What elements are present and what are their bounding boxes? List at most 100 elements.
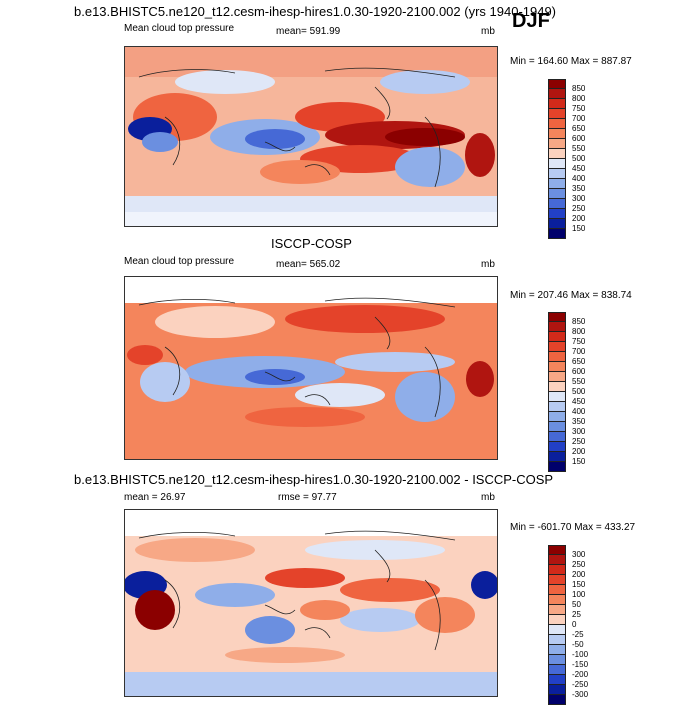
colorbar-swatch [548, 402, 566, 412]
colorbar-swatch [548, 109, 566, 119]
colorbar-swatch [548, 575, 566, 585]
colorbar-swatch [548, 442, 566, 452]
colorbar-swatch [548, 352, 566, 362]
colorbar-tick-label: 800 [572, 94, 586, 103]
colorbar-swatch [548, 635, 566, 645]
colorbar-tick-label: 250 [572, 560, 586, 569]
colorbar-tick-label: -250 [572, 680, 589, 689]
colorbar-tick-label: 500 [572, 154, 586, 163]
colorbar-swatch [548, 312, 566, 322]
colorbar-swatch [548, 412, 566, 422]
colorbar-swatch [548, 99, 566, 109]
colorbar-swatch [548, 342, 566, 352]
colorbar-tick-label: 150 [572, 224, 586, 233]
colorbar-tick-label: -100 [572, 650, 589, 659]
colorbar-swatch [548, 685, 566, 695]
colorbar-tick-label: -25 [572, 630, 584, 639]
colorbar-tick-label: -50 [572, 640, 584, 649]
panel-3-colorbar: 300 250 200 150 100 50 25 0 -25 -50 -100… [548, 545, 608, 705]
colorbar-tick-label: 700 [572, 347, 586, 356]
colorbar-tick-label: 850 [572, 84, 586, 93]
colorbar-tick-label: 200 [572, 570, 586, 579]
colorbar-swatch [548, 229, 566, 239]
colorbar-swatch [548, 615, 566, 625]
colorbar-tick-label: 550 [572, 144, 586, 153]
colorbar-swatch [548, 565, 566, 575]
colorbar-tick-label: 100 [572, 590, 586, 599]
panel-1-mean-label: mean= 591.99 [276, 26, 341, 37]
colorbar-tick-label: 650 [572, 124, 586, 133]
colorbar-tick-label: 500 [572, 387, 586, 396]
colorbar-swatch [548, 129, 566, 139]
panel-2-colorbar: 850 800 750 700 650 600 550 500 450 400 … [548, 312, 608, 472]
colorbar-tick-label: 300 [572, 194, 586, 203]
panel-2-unit-label: mb [481, 259, 495, 270]
colorbar-swatch [548, 432, 566, 442]
colorbar-tick-label: 0 [572, 620, 577, 629]
panel-3-map [124, 509, 498, 697]
colorbar-tick-label: 850 [572, 317, 586, 326]
colorbar-swatch [548, 675, 566, 685]
colorbar-tick-label: 550 [572, 377, 586, 386]
panel-2-range-label: Min = 207.46 Max = 838.74 [510, 290, 632, 301]
colorbar-tick-label: 300 [572, 427, 586, 436]
colorbar-swatch [548, 219, 566, 229]
colorbar-tick-label: 800 [572, 327, 586, 336]
panel-3-range-label: Min = -601.70 Max = 433.27 [510, 522, 636, 533]
colorbar-tick-label: 350 [572, 417, 586, 426]
panel-3-mean-label: mean = 26.97 [124, 492, 186, 503]
colorbar-swatch [548, 79, 566, 89]
colorbar-swatch [548, 139, 566, 149]
panel-3-unit-label: mb [481, 492, 495, 503]
panel-1-variable-label: Mean cloud top pressure [124, 23, 235, 34]
colorbar-swatch [548, 422, 566, 432]
colorbar-swatch [548, 392, 566, 402]
colorbar-tick-label: 50 [572, 600, 581, 609]
colorbar-swatch [548, 545, 566, 555]
panel-2-variable-label: Mean cloud top pressure [124, 256, 235, 267]
colorbar-swatch [548, 362, 566, 372]
panel-1-colorbar: 850 800 750 700 650 600 550 500 450 400 … [548, 79, 608, 239]
colorbar-swatch [548, 372, 566, 382]
colorbar-tick-label: 400 [572, 174, 586, 183]
colorbar-swatch [548, 89, 566, 99]
colorbar-tick-label: 700 [572, 114, 586, 123]
colorbar-tick-label: 200 [572, 214, 586, 223]
colorbar-swatch [548, 159, 566, 169]
colorbar-tick-label: 450 [572, 164, 586, 173]
colorbar-swatch [548, 209, 566, 219]
colorbar-tick-label: -200 [572, 670, 589, 679]
colorbar-tick-label: 750 [572, 337, 586, 346]
colorbar-swatch [548, 452, 566, 462]
colorbar-swatch [548, 119, 566, 129]
colorbar-tick-label: 250 [572, 437, 586, 446]
colorbar-swatch [548, 332, 566, 342]
colorbar-swatch [548, 595, 566, 605]
panel-2-mean-label: mean= 565.02 [276, 259, 341, 270]
season-label: DJF [512, 10, 550, 32]
colorbar-swatch [548, 169, 566, 179]
colorbar-tick-label: 150 [572, 580, 586, 589]
panel-2-title: ISCCP-COSP [271, 236, 352, 251]
colorbar-swatch [548, 179, 566, 189]
colorbar-tick-label: 150 [572, 457, 586, 466]
colorbar-tick-label: 600 [572, 134, 586, 143]
colorbar-tick-label: 300 [572, 550, 586, 559]
colorbar-tick-label: 600 [572, 367, 586, 376]
colorbar-swatch [548, 695, 566, 705]
colorbar-swatch [548, 645, 566, 655]
panel-3-title: b.e13.BHISTC5.ne120_t12.cesm-ihesp-hires… [74, 472, 554, 487]
colorbar-swatch [548, 462, 566, 472]
panel-2-map [124, 276, 498, 460]
colorbar-swatch [548, 149, 566, 159]
colorbar-tick-label: -300 [572, 690, 589, 699]
colorbar-tick-label: 450 [572, 397, 586, 406]
colorbar-swatch [548, 665, 566, 675]
colorbar-tick-label: 250 [572, 204, 586, 213]
panel-3-rmse-label: rmse = 97.77 [278, 492, 337, 503]
colorbar-swatch [548, 555, 566, 565]
colorbar-tick-label: 650 [572, 357, 586, 366]
colorbar-swatch [548, 189, 566, 199]
colorbar-tick-label: -150 [572, 660, 589, 669]
colorbar-swatch [548, 585, 566, 595]
